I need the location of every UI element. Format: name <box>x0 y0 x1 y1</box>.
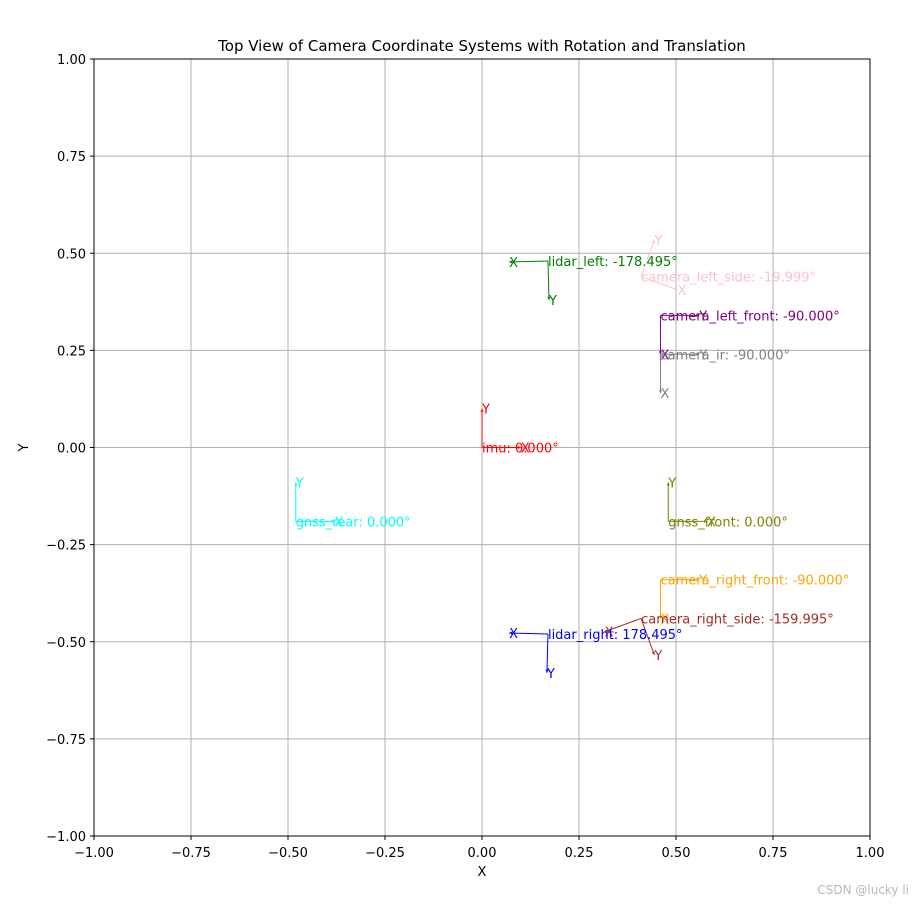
y-tick-label: 0.25 <box>57 344 86 359</box>
frame-x-tip-label: X <box>678 284 687 299</box>
frame-x-tip-label: X <box>521 442 530 457</box>
frame-y-tip-label: Y <box>698 348 707 363</box>
y-axis-label: Y <box>17 443 32 452</box>
x-tick-label: 0.50 <box>662 846 691 861</box>
x-tick-label: −1.00 <box>74 846 114 861</box>
frame-label: gnss_rear: 0.000° <box>296 515 411 530</box>
frame-y-tip-label: Y <box>653 234 662 249</box>
y-tick-label: −1.00 <box>46 830 86 845</box>
x-tick-label: 0.75 <box>759 846 788 861</box>
frame-y-arrowhead <box>651 651 655 655</box>
x-axis-label: X <box>478 865 487 880</box>
frame-y-arrowhead <box>696 352 700 356</box>
frame-x-arrowhead <box>658 615 663 619</box>
frame-y-arrowhead <box>696 577 700 582</box>
frame-x-tip-label: X <box>660 612 669 627</box>
frame-label: camera_ir: -90.000° <box>660 348 790 363</box>
frame-label: lidar_right: 178.495° <box>548 628 683 643</box>
frame-x-arrowhead <box>517 445 521 450</box>
frame-y-arrowhead <box>651 240 655 244</box>
x-tick-label: −0.25 <box>365 846 405 861</box>
frame-y-tip-label: Y <box>698 309 707 324</box>
frame-x-tip-label: X <box>707 515 716 530</box>
y-tick-label: −0.25 <box>46 539 86 554</box>
frame-y-arrowhead <box>547 296 551 300</box>
frame-y-arrowhead <box>480 408 484 412</box>
frame-label: camera_left_side: -19.999° <box>641 271 816 286</box>
frame-x-arrowhead <box>674 287 678 291</box>
frame-y-axis <box>546 633 549 673</box>
frame-y-axis <box>640 618 655 656</box>
frame-label: imu: 0.000° <box>482 442 559 457</box>
y-tick-label: 0.00 <box>57 442 86 457</box>
x-tick-label: 0.00 <box>468 846 497 861</box>
frame-x-tip-label: X <box>335 515 344 530</box>
frame-x-arrowhead <box>509 260 513 264</box>
frame-y-tip-label: Y <box>653 649 662 664</box>
frame-label: gnss_front: 0.000° <box>668 515 788 530</box>
frame-x-axis <box>509 260 548 263</box>
frame-y-tip-label: Y <box>548 294 557 309</box>
frame-y-tip-label: Y <box>481 403 490 418</box>
y-tick-label: 0.50 <box>57 247 86 262</box>
y-tick-label: 1.00 <box>57 53 86 68</box>
frame-x-arrowhead <box>658 351 663 355</box>
frame-x-axis <box>640 276 678 291</box>
frame-x-tip-label: X <box>660 348 669 363</box>
frame-label: lidar_left: -178.495° <box>548 255 678 270</box>
frame-x-axis <box>604 617 642 633</box>
frame-y-arrowhead <box>666 482 670 486</box>
frame-x-arrowhead <box>704 519 708 523</box>
frame-x-arrowhead <box>658 390 663 394</box>
frame-y-axis <box>640 239 655 277</box>
x-tick-label: −0.75 <box>171 846 211 861</box>
frame-label: camera_left_front: -90.000° <box>660 309 839 324</box>
y-tick-label: 0.75 <box>57 150 86 165</box>
frame-x-tip-label: X <box>509 256 518 271</box>
frame-y-arrowhead <box>696 313 700 318</box>
axis-ticks: −1.00 −0.75 −0.50 −0.25 0.00 0.25 0.50 0.75 1.00… <box>46 53 884 861</box>
frame-x-arrowhead <box>331 519 335 523</box>
frame-x-arrowhead <box>509 631 513 635</box>
frame-label: camera_right_side: -159.995° <box>641 612 834 627</box>
frame-y-tip-label: Y <box>295 476 304 491</box>
frame-y-axis <box>547 261 550 300</box>
frame-y-tip-label: Y <box>546 667 555 682</box>
y-tick-label: −0.75 <box>46 733 86 748</box>
frame-x-arrowhead <box>604 629 608 633</box>
chart-title: Top View of Camera Coordinate Systems wi… <box>217 37 746 55</box>
watermark: CSDN @lucky li <box>817 883 909 897</box>
x-tick-label: 0.25 <box>565 846 594 861</box>
frame-x-tip-label: X <box>605 626 614 641</box>
frame-y-tip-label: Y <box>667 476 676 491</box>
x-tick-label: 1.00 <box>856 846 885 861</box>
frame-y-arrowhead <box>294 482 298 486</box>
frame-label: camera_right_front: -90.000° <box>660 574 849 589</box>
x-tick-label: −0.50 <box>268 846 308 861</box>
frame-y-arrowhead <box>545 669 549 673</box>
frame-y-tip-label: Y <box>698 574 707 589</box>
frame-x-axis <box>509 632 548 635</box>
frame-x-tip-label: X <box>660 387 669 402</box>
y-tick-label: −0.50 <box>46 636 86 651</box>
frame-x-tip-label: X <box>509 627 518 642</box>
